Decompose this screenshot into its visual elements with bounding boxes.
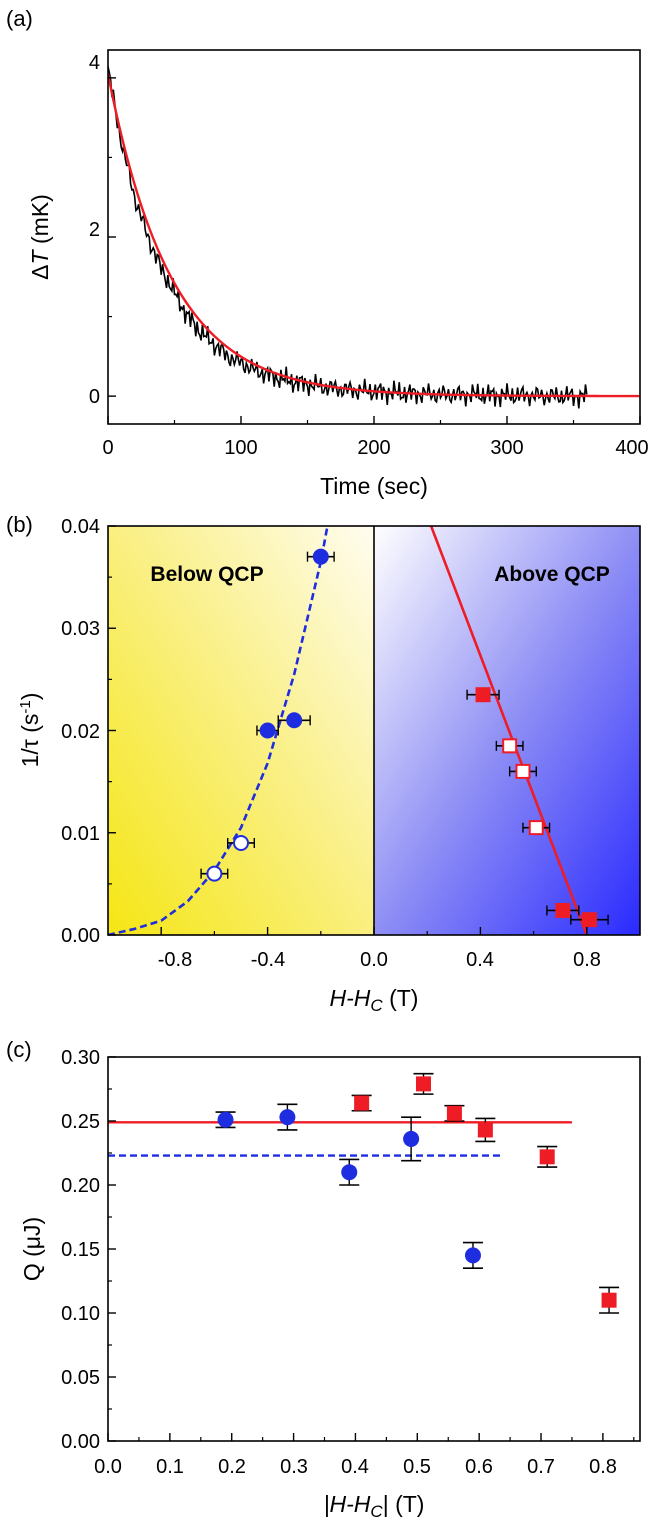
c-xtick-label: 0.4: [341, 1456, 369, 1478]
b-x-axis-label: H-HC (T): [330, 985, 419, 1015]
c-plot-frame: [107, 1056, 641, 1442]
data-point-circle: [341, 1164, 358, 1181]
c-ytick-label: 0.30: [61, 1047, 100, 1069]
a-y-axis-label: ΔT (mK): [27, 194, 53, 280]
data-point-square: [502, 738, 518, 754]
b-ytick-label: 0.00: [61, 925, 100, 947]
data-point-square: [354, 1095, 370, 1111]
data-point-circle: [259, 722, 276, 739]
a-xtick-label: 400: [615, 437, 648, 459]
c-xtick-label: 0.5: [403, 1456, 431, 1478]
data-point-square: [581, 912, 597, 928]
above-qcp-fit-line: [429, 526, 589, 935]
below-qcp-label: Below QCP: [150, 563, 263, 586]
data-point-square: [415, 1076, 431, 1092]
b-plot-data: [108, 526, 609, 935]
b-xtick-label: 0.4: [466, 949, 494, 971]
c-y-axis-label: Q (μJ): [19, 1217, 45, 1281]
panel-label-c: (c): [6, 1037, 32, 1062]
data-point-circle: [206, 865, 223, 882]
a-x-axis-label: Time (sec): [320, 473, 428, 499]
a-plot-frame: [107, 49, 641, 425]
panel-a: (a) 0 100 200 300 400 0 2 4 Time (sec) Δ…: [6, 6, 649, 499]
data-point-square: [539, 1149, 555, 1165]
data-point-square: [477, 1122, 493, 1138]
c-ytick-label: 0.00: [61, 1431, 100, 1453]
panel-c: (c) 0.0 0.1 0.2 0.3 0.4 0.5 0.6 0.7 0.8 …: [6, 1037, 641, 1521]
c-xtick-label: 0.2: [218, 1456, 246, 1478]
a-xtick-label: 100: [224, 437, 257, 459]
data-point-circle: [312, 548, 329, 565]
c-xtick-label: 0.3: [280, 1456, 308, 1478]
above-qcp-region: [374, 526, 640, 935]
b-ytick-label: 0.04: [61, 516, 100, 538]
above-qcp-label: Above QCP: [494, 563, 610, 586]
a-data-trace: [108, 66, 588, 409]
c-ytick-label: 0.20: [61, 1175, 100, 1197]
c-xtick-label: 0.1: [156, 1456, 184, 1478]
a-xtick-label: 200: [357, 437, 390, 459]
data-point-square: [601, 1292, 617, 1308]
c-axis-ticks: [107, 1056, 635, 1442]
data-point-circle: [279, 1109, 296, 1126]
a-xtick-label: 300: [490, 437, 523, 459]
a-fit-curve: [108, 73, 640, 398]
c-ytick-label: 0.15: [61, 1239, 100, 1261]
b-xtick-label: -0.4: [251, 949, 285, 971]
data-point-square: [555, 902, 571, 918]
below-qcp-region: [108, 526, 374, 935]
a-ytick-label: 4: [89, 52, 100, 74]
data-point-circle: [464, 1247, 481, 1264]
c-xtick-label: 0.8: [589, 1456, 617, 1478]
c-x-axis-label: |H-HC| (T): [324, 1491, 425, 1521]
b-ytick-label: 0.03: [61, 618, 100, 640]
data-point-circle: [233, 834, 249, 851]
data-point-square: [515, 763, 531, 779]
data-point-circle: [286, 712, 303, 729]
a-plot-data: [108, 66, 640, 409]
c-xtick-label: 0.0: [94, 1456, 122, 1478]
data-point-square: [446, 1105, 462, 1121]
c-xtick-label: 0.7: [527, 1456, 555, 1478]
data-point-circle: [403, 1130, 420, 1147]
c-ytick-label: 0.05: [61, 1367, 100, 1389]
c-ytick-label: 0.25: [61, 1111, 100, 1133]
panel-label-a: (a): [6, 6, 33, 31]
b-axis-ticks: [108, 525, 588, 936]
panel-b: (b) Below QCP Above QCP -0.8 -0.4 0.0 0.…: [6, 512, 641, 1015]
below-qcp-fit-curve: [108, 526, 329, 935]
data-point-square: [475, 687, 491, 703]
panel-label-b: (b): [6, 512, 33, 537]
data-point-circle: [217, 1111, 234, 1128]
b-xtick-label: 0.0: [360, 949, 388, 971]
c-plot-data: [108, 1072, 620, 1314]
c-ytick-label: 0.10: [61, 1303, 100, 1325]
a-axis-ticks: [107, 77, 641, 424]
c-xtick-label: 0.6: [465, 1456, 493, 1478]
b-y-axis-label: 1/τ (s-1): [17, 693, 43, 768]
data-point-square: [528, 820, 544, 836]
a-ytick-label: 2: [89, 219, 100, 241]
a-xtick-label: 0: [102, 437, 113, 459]
b-ytick-label: 0.01: [61, 823, 100, 845]
b-xtick-label: -0.8: [158, 949, 192, 971]
b-xtick-label: 0.8: [573, 949, 601, 971]
b-ytick-label: 0.02: [61, 721, 100, 743]
a-ytick-label: 0: [89, 386, 100, 408]
